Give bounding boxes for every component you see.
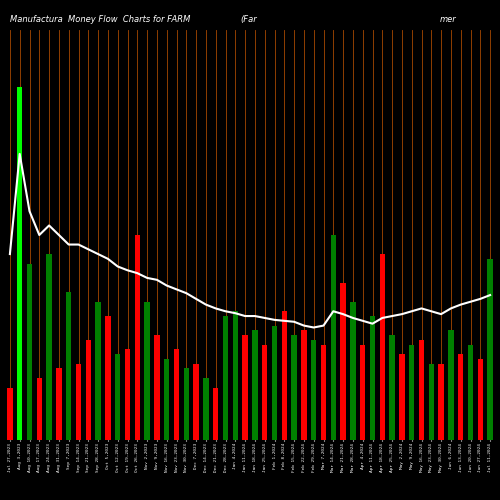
Bar bbox=[399, 354, 404, 440]
Bar bbox=[292, 335, 297, 440]
Bar bbox=[419, 340, 424, 440]
Bar bbox=[380, 254, 385, 440]
Bar bbox=[223, 316, 228, 440]
Bar bbox=[66, 292, 71, 440]
Text: Manufactura  Money Flow  Charts for FARM: Manufactura Money Flow Charts for FARM bbox=[10, 15, 190, 24]
Bar bbox=[144, 302, 150, 440]
Bar bbox=[252, 330, 258, 440]
Bar bbox=[428, 364, 434, 440]
Bar bbox=[468, 344, 473, 440]
Bar bbox=[154, 335, 160, 440]
Bar bbox=[115, 354, 120, 440]
Bar bbox=[86, 340, 91, 440]
Bar bbox=[7, 388, 12, 440]
Bar bbox=[174, 350, 179, 440]
Bar bbox=[262, 344, 268, 440]
Bar bbox=[321, 344, 326, 440]
Bar bbox=[370, 316, 375, 440]
Bar bbox=[448, 330, 454, 440]
Bar bbox=[311, 340, 316, 440]
Text: mer: mer bbox=[440, 15, 457, 24]
Bar bbox=[301, 330, 306, 440]
Bar bbox=[213, 388, 218, 440]
Bar bbox=[488, 259, 493, 440]
Bar bbox=[96, 302, 101, 440]
Bar bbox=[203, 378, 208, 440]
Bar bbox=[134, 235, 140, 440]
Bar bbox=[27, 264, 32, 440]
Bar bbox=[17, 87, 22, 440]
Bar bbox=[340, 282, 346, 440]
Bar bbox=[438, 364, 444, 440]
Bar bbox=[194, 364, 199, 440]
Bar bbox=[478, 359, 483, 440]
Text: (Far: (Far bbox=[240, 15, 257, 24]
Bar bbox=[390, 335, 395, 440]
Bar bbox=[76, 364, 81, 440]
Bar bbox=[105, 316, 110, 440]
Bar bbox=[232, 312, 238, 440]
Bar bbox=[36, 378, 42, 440]
Bar bbox=[164, 359, 170, 440]
Bar bbox=[272, 326, 277, 440]
Bar bbox=[350, 302, 356, 440]
Bar bbox=[409, 344, 414, 440]
Bar bbox=[56, 368, 62, 440]
Bar bbox=[458, 354, 464, 440]
Bar bbox=[282, 312, 287, 440]
Bar bbox=[330, 235, 336, 440]
Bar bbox=[184, 368, 189, 440]
Bar bbox=[360, 344, 366, 440]
Bar bbox=[125, 350, 130, 440]
Bar bbox=[242, 335, 248, 440]
Bar bbox=[46, 254, 52, 440]
